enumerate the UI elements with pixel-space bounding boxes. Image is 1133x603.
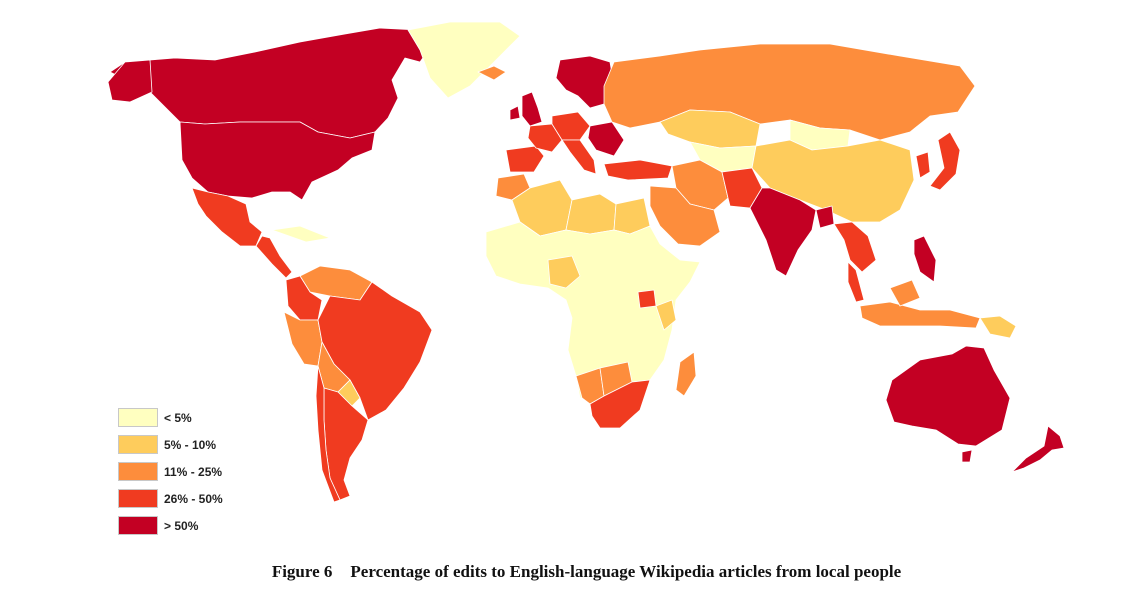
region-japan: [929, 131, 961, 191]
region-balkans: [587, 121, 625, 157]
region-india: [749, 187, 817, 277]
region-italy: [561, 139, 597, 175]
region-colombia: [285, 275, 323, 321]
region-papua: [979, 315, 1017, 339]
region-central-america: [255, 235, 293, 279]
legend-swatch: [118, 408, 158, 427]
legend-label: 5% - 10%: [164, 437, 217, 452]
legend-item: 5% - 10%: [118, 431, 223, 458]
region-nigeria: [547, 255, 581, 289]
legend-item: > 50%: [118, 512, 223, 539]
world-choropleth-map: [107, 21, 1065, 503]
legend-label: 26% - 50%: [164, 491, 223, 506]
region-mainland-se-asia: [833, 221, 877, 273]
region-malay-peninsula: [847, 261, 865, 303]
region-scandinavia: [555, 55, 615, 109]
region-sub-saharan-africa: [485, 221, 701, 399]
region-peru: [283, 311, 323, 367]
region-indonesia: [859, 301, 981, 329]
region-russia: [603, 43, 976, 141]
region-turkey: [603, 159, 673, 181]
region-south-africa: [589, 379, 651, 429]
region-libya: [565, 193, 617, 235]
region-united-kingdom: [521, 91, 543, 127]
region-australia: [885, 345, 1011, 447]
legend-label: 11% - 25%: [164, 464, 223, 479]
region-cuba: [271, 225, 331, 243]
figure-caption: Figure 6 Percentage of edits to English-l…: [0, 562, 1133, 582]
region-saudi-arabia: [649, 185, 721, 247]
legend-swatch: [118, 462, 158, 481]
region-madagascar: [675, 351, 697, 397]
legend-item: 11% - 25%: [118, 458, 223, 485]
legend-item: < 5%: [118, 404, 223, 431]
region-ireland: [509, 105, 521, 121]
legend-label: < 5%: [164, 410, 192, 425]
region-uganda: [637, 289, 657, 309]
region-kenya: [655, 299, 677, 331]
region-new-zealand: [1011, 425, 1065, 473]
region-borneo: [889, 279, 921, 307]
region-tasmania: [961, 449, 973, 463]
legend-label: > 50%: [164, 518, 199, 533]
region-mexico: [191, 187, 263, 247]
caption-text: Percentage of edits to English-language …: [350, 562, 902, 581]
legend: < 5% 5% - 10% 11% - 25% 26% - 50% > 50%: [118, 404, 223, 539]
region-philippines: [913, 235, 937, 283]
region-greenland: [407, 21, 521, 99]
region-canada: [109, 27, 431, 139]
region-korea: [915, 151, 931, 179]
legend-item: 26% - 50%: [118, 485, 223, 512]
legend-swatch: [118, 435, 158, 454]
region-spain: [505, 145, 545, 173]
legend-swatch: [118, 516, 158, 535]
legend-swatch: [118, 489, 158, 508]
region-iceland: [477, 65, 507, 81]
figure-label: Figure 6: [271, 562, 333, 581]
region-chile: [315, 365, 341, 503]
region-bangladesh: [815, 205, 835, 229]
region-alaska: [107, 59, 153, 103]
